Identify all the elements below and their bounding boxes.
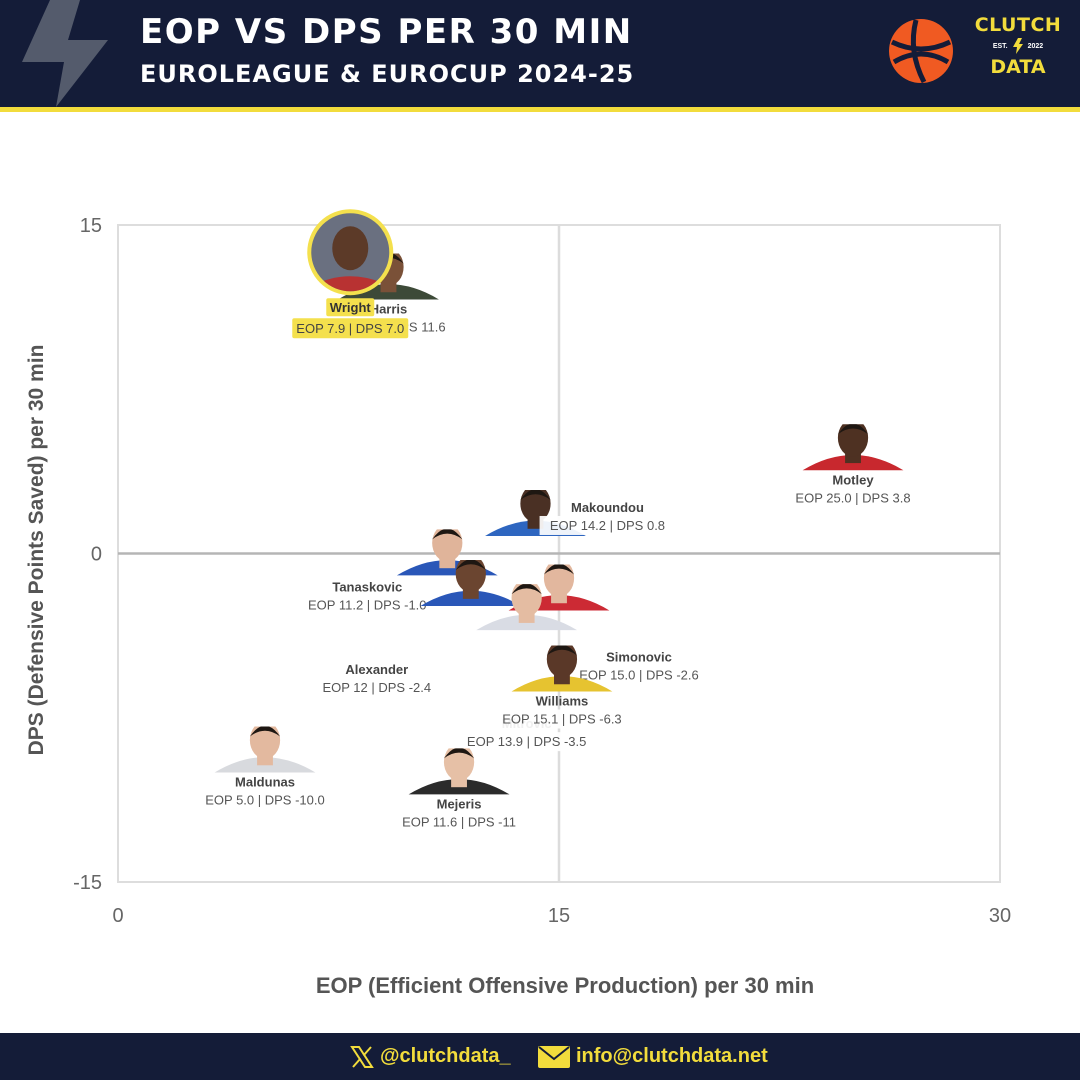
header-bar: EOP VS DPS PER 30 MIN EUROLEAGUE & EUROC… [0,0,1080,107]
header-accent-stripe [0,107,1080,112]
value-label-bg [785,488,921,508]
value-label-bg [455,732,599,752]
player-value-label: EOP 15.1 | DPS -6.3 [502,711,621,726]
brand-year-text: 2022 [1027,42,1044,50]
x-tick-label: 0 [112,905,123,927]
player-name-label: Maldunas [235,775,295,790]
highlight-value-badge [292,318,409,339]
value-label-bg [391,812,527,832]
page-subtitle: EUROLEAGUE & EUROCUP 2024-25 [140,60,635,88]
value-label-bg [312,678,442,698]
player-photo-maldunas [214,726,316,773]
player-name-label: Harris [370,301,408,316]
data-point-makoundou[interactable]: Makoundou EOP 14.2 | DPS 0.8 [485,485,676,536]
scatter-chart: 0 15 30 15 0 -15 EOP (Efficient Offensive Pro… [25,209,1011,998]
player-name-label: Alexander [345,662,408,677]
email-address: info@clutchdata.net [576,1045,768,1067]
value-label-bg [295,595,439,615]
y-axis-title: DPS (Defensive Points Saved) per 30 min [25,345,48,756]
value-label-bg [193,790,337,810]
player-name-label: Tanaskovic [332,579,402,594]
player-photo-alexander [420,560,522,607]
player-name-label: Makoundou [571,500,644,515]
brand-bolt-icon [1012,38,1023,54]
twitter-link[interactable]: @clutchdata_ [350,1033,511,1080]
x-axis-title: EOP (Efficient Offensive Production) per… [316,973,814,998]
value-label-bg [567,665,711,685]
x-tick-label: 30 [989,905,1011,927]
player-photo-mejeris [408,748,510,795]
envelope-icon [538,1045,570,1068]
y-tick-label: 0 [91,544,102,566]
data-point-maldunas[interactable]: Maldunas EOP 5.0 | DPS -10.0 [193,721,337,810]
player-value-label: EOP 25.0 | DPS 3.8 [795,490,910,505]
brand-est-row: EST. 2022 [968,38,1068,54]
x-twitter-icon [350,1045,374,1068]
player-name-label: Mejeris [437,796,482,811]
player-value-label: EOP 7.9 | DPS 7.0 [296,321,404,336]
lightning-bolt-icon [22,0,108,107]
data-point-williams[interactable]: Williams EOP 15.1 | DPS -6.3 [490,640,634,729]
brand-est-text: EST. [992,42,1008,50]
player-photo-mitrovic [476,584,578,631]
twitter-handle: @clutchdata_ [380,1045,511,1067]
player-name-label: Motley [832,472,874,487]
player-value-label: EOP 11.2 | DPS -1.0 [308,597,427,612]
y-tick-label: 15 [80,215,102,237]
euroleague-logo-icon [889,19,953,84]
player-value-label: EOP 13.9 | DPS -3.5 [467,734,586,749]
page-title: EOP VS DPS PER 30 MIN [140,12,633,52]
highlight-name-badge [326,298,375,317]
data-point-tanaskovic[interactable]: Tanaskovic EOP 11.2 | DPS -1.0 [295,524,498,615]
data-point-motley[interactable]: Motley EOP 25.0 | DPS 3.8 [785,419,921,508]
brand-top-text: CLUTCH [974,14,1062,36]
player-photo-williams [511,645,613,692]
player-value-label: EOP 12 | DPS -2.4 [322,680,431,695]
data-point-simonovic[interactable]: Simonovic EOP 15.0 | DPS -2.6 [508,559,711,685]
email-link[interactable]: info@clutchdata.net [538,1033,768,1080]
data-point-wright[interactable]: Wright EOP 7.9 | DPS 7.0 [292,209,409,339]
player-photo-motley [802,424,904,471]
player-name-label: Williams [536,693,589,708]
footer-bar: @clutchdata_ info@clutchdata.net [0,1033,1080,1080]
clutch-data-logo: CLUTCH EST. 2022 DATA [968,14,1068,94]
brand-bottom-text: DATA [990,56,1046,78]
x-tick-label: 15 [548,905,570,927]
y-tick-label: -15 [73,872,102,894]
player-value-label: EOP 5.0 | DPS -10.0 [205,793,324,808]
value-label-bg [490,709,634,729]
data-point-mejeris[interactable]: Mejeris EOP 11.6 | DPS -11 [391,743,527,832]
data-point-alexander[interactable]: Alexander EOP 12 | DPS -2.4 [312,555,522,698]
player-name-label: Simonovic [606,649,672,664]
player-value-label: EOP 14.2 | DPS 0.8 [550,518,665,533]
player-name-label: Wright [330,300,372,315]
player-value-label: EOP 11.6 | DPS -11 [402,814,516,829]
player-value-label: EOP 15.0 | DPS -2.6 [579,667,698,682]
value-label-bg [539,515,676,535]
